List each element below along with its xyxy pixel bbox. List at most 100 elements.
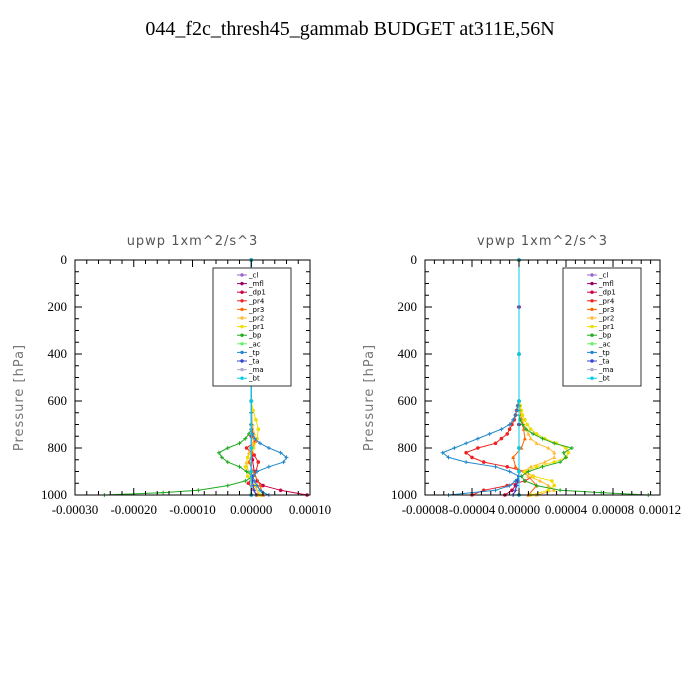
- data-point: [534, 441, 539, 445]
- panel-title: upwp 1xm^2/s^3: [127, 234, 259, 249]
- legend-label: _pr2: [598, 315, 614, 323]
- data-point: [243, 478, 248, 483]
- legend-label: _tp: [598, 349, 610, 357]
- data-point: [255, 483, 260, 488]
- data-point: [245, 474, 250, 479]
- legend-marker: [240, 376, 244, 380]
- legend-label: _bt: [598, 375, 610, 383]
- data-point: [476, 446, 480, 450]
- data-point: [245, 455, 250, 460]
- data-point: [481, 460, 486, 464]
- legend-marker: [240, 342, 244, 346]
- data-point: [526, 431, 531, 436]
- data-point: [569, 446, 574, 450]
- series-pr3: [511, 257, 539, 497]
- x-tick-label: 0.00004: [545, 502, 588, 517]
- legend-item: _pr3: [587, 306, 614, 314]
- data-point: [528, 427, 533, 432]
- legend-label: _pr3: [248, 306, 264, 314]
- data-point: [161, 490, 166, 495]
- series-line: [465, 260, 535, 496]
- legend-item: _mfl: [587, 280, 614, 288]
- data-point: [258, 488, 263, 493]
- legend-item: _ac: [587, 340, 611, 348]
- data-point: [252, 488, 257, 493]
- series-line: [512, 260, 538, 496]
- legend: _cl_mfl_dp1_pr4_pr3_pr2_pr1_bp_ac_tp_ta_…: [212, 267, 292, 387]
- legend-label: _ma: [248, 366, 264, 374]
- data-point: [523, 418, 527, 422]
- y-tick-label: 200: [398, 299, 418, 314]
- legend-label: _pr2: [248, 315, 264, 323]
- legend-marker: [240, 273, 244, 277]
- data-point: [251, 441, 256, 445]
- data-point: [464, 441, 469, 446]
- series-ta: [511, 258, 521, 497]
- data-point: [251, 408, 255, 413]
- data-point: [517, 352, 521, 356]
- data-point: [464, 460, 469, 465]
- legend-marker: [240, 350, 244, 355]
- legend-label: _ta: [248, 358, 260, 366]
- data-point: [531, 474, 535, 479]
- legend-label: _bt: [248, 375, 260, 383]
- data-point: [255, 469, 260, 474]
- x-tick-label: -0.00020: [110, 502, 157, 517]
- x-tick-label: 0.00010: [289, 502, 331, 517]
- legend-marker: [590, 342, 594, 346]
- data-point: [528, 436, 533, 441]
- legend-marker: [240, 316, 244, 320]
- data-point: [558, 488, 563, 493]
- legend-item: _bp: [587, 332, 612, 340]
- legend-label: _mfl: [248, 280, 264, 288]
- legend-box: [562, 267, 642, 387]
- legend-label: _pr1: [248, 323, 264, 331]
- legend-marker: [590, 290, 594, 294]
- data-point: [524, 427, 529, 432]
- legend-item: _pr4: [237, 297, 265, 305]
- data-point: [284, 455, 289, 460]
- data-point: [519, 408, 524, 413]
- data-point: [538, 478, 543, 483]
- chart-panel-2: vpwp 1xm^2/s^3 Pressure [hPa] 0 200 400 600 80…: [362, 234, 681, 517]
- data-point: [499, 427, 504, 432]
- data-point: [475, 436, 480, 441]
- y-tick-label: 800: [398, 440, 418, 455]
- legend-label: _pr1: [598, 323, 614, 331]
- legend-label: _mfl: [598, 280, 614, 288]
- data-point: [452, 446, 457, 450]
- legend-item: _bp: [237, 332, 262, 340]
- data-point: [552, 450, 557, 455]
- data-point: [237, 464, 242, 469]
- series-line: [504, 260, 520, 496]
- y-tick-label: 1000: [41, 487, 67, 502]
- data-point: [225, 460, 230, 465]
- data-point: [542, 459, 547, 464]
- data-point: [517, 446, 521, 450]
- legend-label: _dp1: [248, 289, 266, 297]
- legend-label: _pr3: [598, 306, 614, 314]
- legend-box: [212, 267, 292, 387]
- figure-title: 044_f2c_thresh45_gammab BUDGET at311E,56…: [145, 18, 555, 40]
- data-point: [440, 450, 445, 455]
- legend-marker: [590, 376, 594, 380]
- series-line: [441, 260, 520, 496]
- legend-marker: [590, 333, 594, 337]
- legend-item: _pr1: [587, 323, 614, 331]
- data-point: [517, 399, 521, 403]
- x-tick-label: 0.00008: [592, 502, 634, 517]
- legend-item: _bt: [587, 375, 610, 383]
- data-point: [522, 436, 527, 441]
- legend-marker: [240, 299, 244, 303]
- data-point: [281, 460, 286, 465]
- legend-marker: [240, 281, 244, 286]
- data-point: [546, 445, 551, 450]
- legend-label: _tp: [248, 349, 260, 357]
- data-point: [493, 464, 498, 469]
- legend-marker: [590, 367, 594, 372]
- data-point: [599, 490, 604, 495]
- legend-item: _ma: [587, 366, 614, 374]
- series-bt: [517, 258, 521, 497]
- legend-marker: [590, 316, 594, 320]
- legend-label: _ta: [598, 358, 610, 366]
